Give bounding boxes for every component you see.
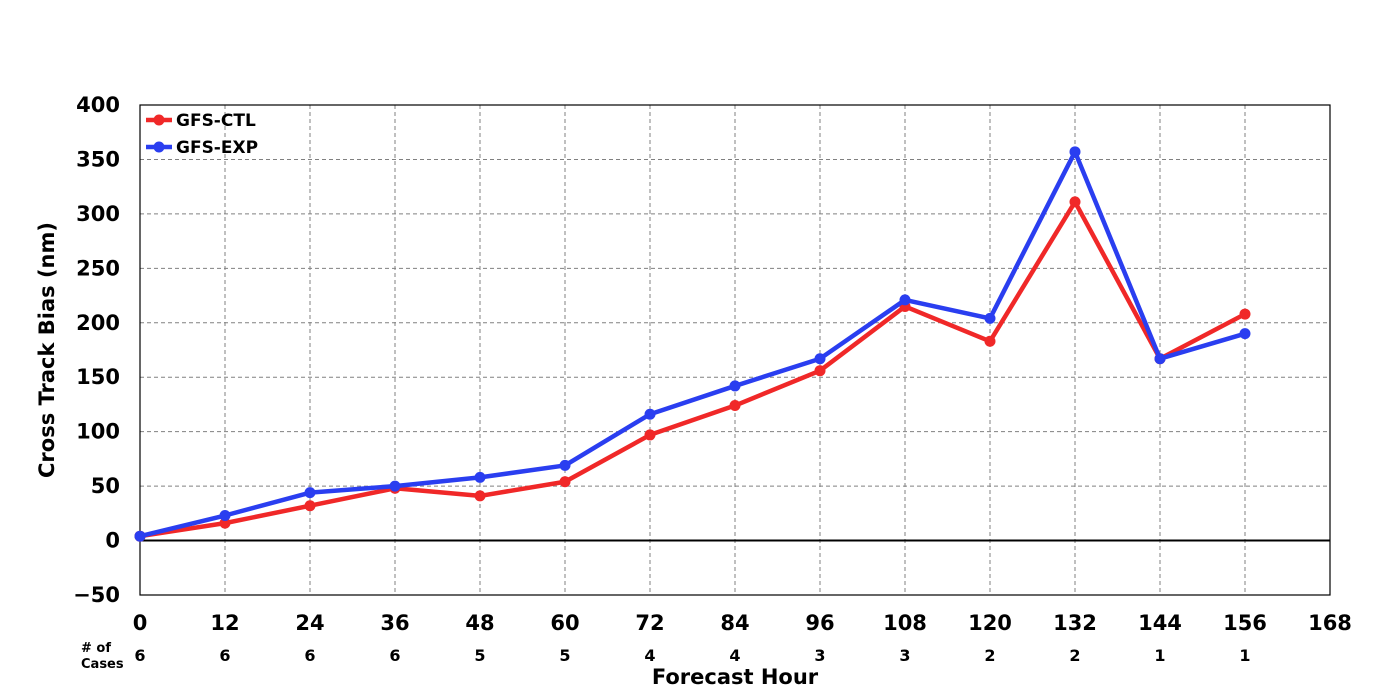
cases-count: 1 — [1154, 646, 1165, 665]
cases-row: 6 6 6 6 5 5 4 4 3 3 2 2 1 1 — [134, 646, 1250, 665]
x-tick-label: 60 — [550, 611, 579, 635]
data-point — [644, 429, 656, 441]
y-tick-label: 350 — [76, 147, 120, 171]
data-point — [1239, 308, 1251, 320]
data-point — [389, 480, 401, 492]
data-point — [559, 476, 571, 488]
legend-entry: GFS-CTL — [146, 111, 256, 131]
cases-count: 3 — [814, 646, 825, 665]
x-tick-label: 96 — [805, 611, 834, 635]
grid-lines — [140, 105, 1330, 595]
y-tick-label: 400 — [76, 93, 120, 117]
cases-count: 2 — [1069, 646, 1080, 665]
data-point — [1069, 196, 1081, 208]
x-tick-label: 144 — [1138, 611, 1182, 635]
data-point — [899, 294, 911, 306]
series-layer — [134, 146, 1251, 542]
cases-count: 5 — [474, 646, 485, 665]
cases-count: 5 — [559, 646, 570, 665]
data-point — [219, 510, 231, 522]
x-tick-labels: 0 12 24 36 48 60 72 84 96 108 120 132 144 156 168 — [133, 611, 1352, 635]
cases-count: 6 — [134, 646, 145, 665]
data-point — [1069, 146, 1081, 158]
legend-entry: GFS-EXP — [146, 138, 258, 158]
x-tick-label: 48 — [465, 611, 494, 635]
y-tick-label: 250 — [76, 256, 120, 280]
legend-label: GFS-CTL — [176, 111, 256, 131]
y-tick-label: 300 — [76, 202, 120, 226]
data-point — [984, 335, 996, 347]
y-tick-label: 200 — [76, 311, 120, 335]
data-point — [814, 365, 826, 377]
x-tick-label: 72 — [635, 611, 664, 635]
y-tick-label: 150 — [76, 365, 120, 389]
legend-marker — [153, 114, 165, 126]
y-tick-label: 0 — [105, 529, 120, 553]
x-tick-label: 108 — [883, 611, 927, 635]
x-tick-label: 132 — [1053, 611, 1097, 635]
data-point — [559, 459, 571, 471]
data-point — [814, 353, 826, 365]
cases-label-line1: # of — [81, 641, 111, 656]
data-point — [474, 490, 486, 502]
legend-marker — [153, 141, 165, 153]
cases-count: 1 — [1239, 646, 1250, 665]
data-point — [644, 408, 656, 420]
series-line — [139, 199, 1247, 539]
y-tick-label: 100 — [76, 420, 120, 444]
plot-frame — [139, 104, 1331, 596]
cases-label-line2: Cases — [81, 657, 124, 672]
cases-count: 2 — [984, 646, 995, 665]
data-point — [729, 400, 741, 412]
legend: GFS-CTL GFS-EXP — [146, 111, 258, 158]
y-tick-label: 50 — [91, 474, 120, 498]
x-tick-label: 12 — [210, 611, 239, 635]
cases-count: 3 — [899, 646, 910, 665]
data-point — [474, 471, 486, 483]
y-tick-label: −50 — [73, 583, 120, 607]
cases-count: 4 — [729, 646, 740, 665]
cases-count: 4 — [644, 646, 655, 665]
y-tick-labels: −50 0 50 100 150 200 250 300 350 400 — [73, 93, 120, 607]
data-point — [1239, 328, 1251, 340]
x-tick-label: 24 — [295, 611, 324, 635]
series-gfs-ctl — [134, 196, 1251, 542]
legend-label: GFS-EXP — [176, 138, 258, 158]
x-tick-label: 120 — [968, 611, 1012, 635]
x-axis-label: Forecast Hour — [652, 665, 819, 689]
x-tick-label: 168 — [1308, 611, 1352, 635]
data-point — [1154, 353, 1166, 365]
data-point — [219, 517, 231, 529]
data-point — [134, 530, 146, 542]
series-gfs-exp — [134, 146, 1251, 542]
x-tick-label: 156 — [1223, 611, 1267, 635]
cases-count: 6 — [304, 646, 315, 665]
x-tick-label: 36 — [380, 611, 409, 635]
data-point — [984, 312, 996, 324]
data-point — [729, 380, 741, 392]
y-axis-label: Cross Track Bias (nm) — [35, 222, 59, 478]
cases-count: 6 — [389, 646, 400, 665]
series-line — [139, 149, 1246, 539]
x-tick-label: 0 — [133, 611, 148, 635]
data-point — [304, 487, 316, 499]
data-point — [304, 500, 316, 512]
x-tick-label: 84 — [720, 611, 749, 635]
cases-count: 6 — [219, 646, 230, 665]
